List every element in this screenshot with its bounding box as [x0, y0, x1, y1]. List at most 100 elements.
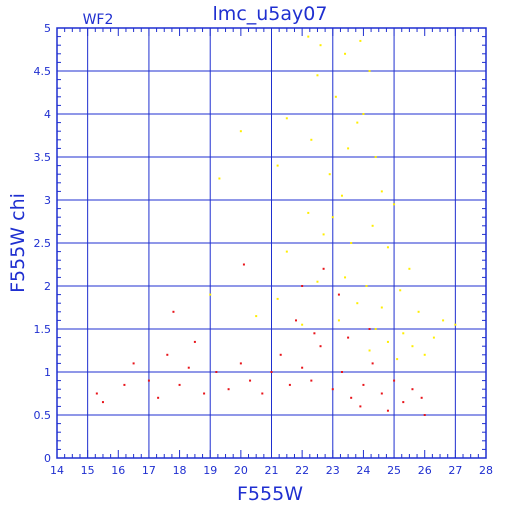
data-point-yellow [307, 211, 310, 214]
data-point-red [147, 379, 150, 382]
y-tick-label: 2 [44, 280, 51, 293]
data-point-red [203, 392, 206, 395]
y-axis-label: F555W chi [7, 193, 29, 293]
data-point-yellow [386, 246, 389, 249]
data-point-red [393, 379, 396, 382]
x-tick-label: 19 [203, 464, 217, 477]
data-point-yellow [371, 224, 374, 227]
data-point-yellow [359, 39, 362, 42]
x-tick-label: 20 [234, 464, 248, 477]
x-tick-label: 15 [81, 464, 95, 477]
x-tick-label: 23 [326, 464, 340, 477]
data-point-yellow [310, 138, 313, 141]
data-point-red [187, 366, 190, 369]
data-point-yellow [374, 156, 377, 158]
data-point-yellow [209, 293, 212, 296]
y-tick-label: 3 [44, 194, 51, 207]
data-point-yellow [319, 44, 322, 47]
chart-title: lmc_u5ay07 [213, 3, 328, 25]
data-point-yellow [365, 285, 368, 287]
data-point-red [380, 392, 383, 395]
y-tick-label: 1.5 [34, 323, 52, 336]
data-point-yellow [285, 250, 288, 253]
data-point-yellow [316, 280, 319, 283]
data-point-red [368, 328, 371, 330]
y-tick-labels: 0 0.5 1 1.5 2 2.5 3 3.5 4 4.5 5 [34, 22, 52, 465]
data-point-yellow [417, 310, 420, 313]
data-point-yellow [334, 95, 337, 98]
data-point-yellow [307, 35, 310, 38]
x-tick-label: 18 [173, 464, 187, 477]
data-point-yellow [442, 319, 445, 322]
data-point-red [310, 379, 313, 382]
ticks-layer [56, 27, 487, 459]
data-point-yellow [374, 328, 377, 330]
data-point-yellow [408, 267, 411, 270]
x-tick-label: 16 [111, 464, 125, 477]
data-point-yellow [239, 130, 242, 133]
data-point-red [178, 383, 181, 386]
data-point-red [340, 371, 343, 373]
data-point-yellow [402, 332, 405, 335]
x-tick-label: 27 [448, 464, 462, 477]
data-point-red [288, 383, 291, 386]
data-point-yellow [328, 173, 331, 176]
data-point-red [215, 371, 218, 373]
data-point-red [319, 345, 322, 348]
data-point-yellow [340, 194, 343, 197]
data-point-yellow [432, 336, 435, 339]
data-point-red [95, 392, 98, 395]
data-point-yellow [423, 353, 426, 356]
x-tick-label: 21 [265, 464, 279, 477]
data-point-red [227, 388, 230, 391]
data-point-red [386, 409, 389, 412]
x-tick-label: 22 [295, 464, 309, 477]
data-point-red [371, 362, 374, 365]
x-tick-label: 26 [418, 464, 432, 477]
data-point-yellow [344, 52, 347, 55]
data-point-red [279, 353, 282, 356]
data-point-red [322, 267, 325, 270]
data-point-red [402, 401, 405, 404]
x-tick-label: 28 [479, 464, 493, 477]
y-tick-label: 1 [44, 366, 51, 379]
data-point-red [301, 366, 304, 369]
data-point-red [331, 388, 334, 391]
data-point-red [166, 353, 169, 356]
data-point-yellow [356, 302, 359, 305]
x-tick-label: 17 [142, 464, 156, 477]
y-tick-label: 4.5 [34, 65, 52, 78]
chip-label: WF2 [83, 12, 114, 28]
data-point-red [172, 310, 175, 313]
data-point-yellow [362, 113, 365, 115]
y-tick-label: 5 [44, 22, 51, 35]
data-point-red [101, 401, 104, 404]
data-point-yellow [316, 74, 319, 77]
data-point-yellow [337, 319, 340, 322]
grid-layer [57, 28, 486, 458]
data-point-yellow [399, 289, 402, 292]
data-point-red [132, 362, 135, 365]
data-point-yellow [331, 216, 334, 219]
data-point-red [249, 379, 252, 382]
data-point-yellow [411, 345, 414, 348]
y-tick-label: 3.5 [34, 151, 52, 164]
data-point-yellow [386, 340, 389, 343]
data-point-yellow [368, 349, 371, 352]
data-point-red [270, 371, 273, 373]
x-axis-label: F555W [237, 483, 303, 505]
y-tick-label: 4 [44, 108, 51, 121]
data-point-yellow [322, 233, 325, 236]
data-point-yellow [356, 121, 359, 124]
data-point-yellow [380, 190, 383, 193]
data-point-red [411, 388, 414, 391]
y-tick-label: 2.5 [34, 237, 52, 250]
data-point-yellow [454, 323, 457, 326]
data-point-red [423, 414, 426, 416]
x-tick-label: 14 [50, 464, 64, 477]
data-point-red [359, 405, 362, 408]
x-tick-label: 24 [356, 464, 370, 477]
data-point-yellow [393, 203, 396, 206]
